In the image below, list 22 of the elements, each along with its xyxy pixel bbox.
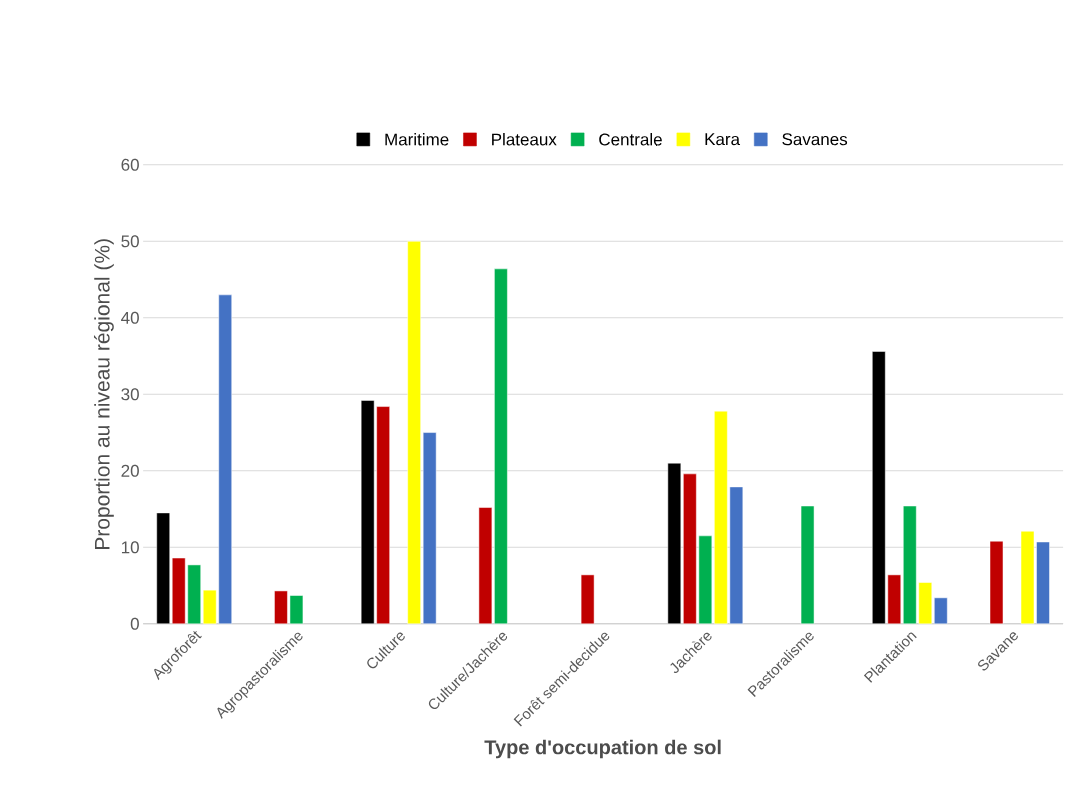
x-axis-title: Type d'occupation de sol <box>484 739 721 759</box>
bar <box>422 432 437 625</box>
y-axis-title: Proportion au niveau régional (%) <box>93 239 114 550</box>
y-tick-label: 60 <box>121 158 139 171</box>
bar <box>156 512 170 625</box>
y-tick-label: 50 <box>121 235 139 248</box>
bar <box>407 241 421 625</box>
y-tick-label: 10 <box>121 541 139 554</box>
legend-label: Centrale <box>599 133 662 146</box>
y-tick-label: 40 <box>121 311 139 324</box>
y-tick-label: 30 <box>121 388 139 401</box>
bar <box>989 540 1004 625</box>
legend-label: Plateaux <box>492 133 557 146</box>
bar <box>580 574 595 625</box>
legend-label: Kara <box>705 133 741 146</box>
legend-label: Maritime <box>385 133 449 146</box>
bar <box>667 462 682 625</box>
bar <box>800 505 815 625</box>
y-tick-label: 0 <box>130 617 139 630</box>
y-tick-label: 20 <box>121 464 139 477</box>
legend-label: Savanes <box>782 133 848 146</box>
bar <box>934 597 948 625</box>
